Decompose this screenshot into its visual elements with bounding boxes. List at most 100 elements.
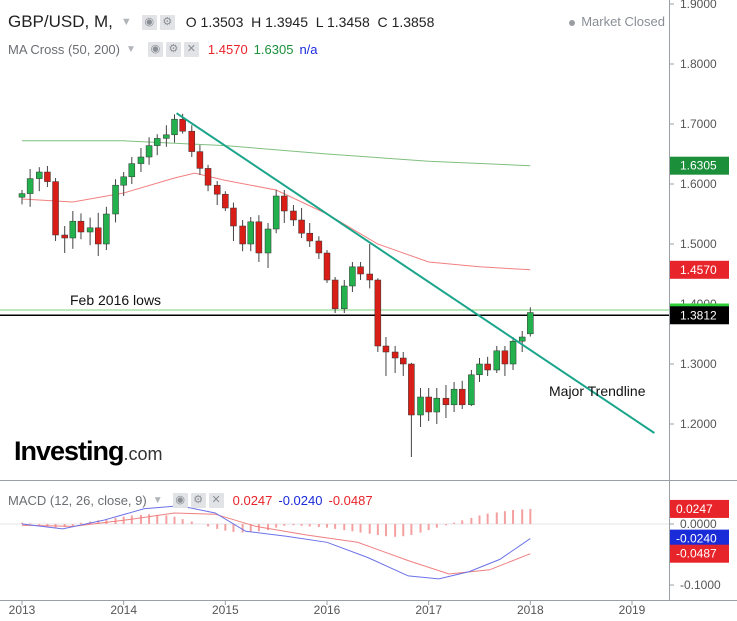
candle-body [458,388,466,406]
candle-body [128,163,136,178]
candle-body [61,234,68,239]
y-tick-label: 1.3000 [680,357,717,371]
annotation-major-trendline: Major Trendline [549,383,646,399]
investing-logo: Investing.com [14,436,163,467]
chevron-down-icon[interactable]: ▼ [120,16,132,28]
candle-body [137,156,145,164]
logo-main: Investing [14,436,125,466]
ma-slow-value: 1.6305 [253,42,294,57]
y-tick-label: 1.2000 [680,417,717,431]
candle-body [425,396,432,413]
candle-body [518,336,526,342]
macd-indicator-title[interactable]: MACD (12, 26, close, 9) [8,493,147,508]
price-pane [0,112,669,457]
y-tick-label: 1.6000 [680,177,717,191]
x-tick-label: 2016 [314,603,341,617]
low-value: 1.3458 [326,14,370,30]
ma-indicator-title[interactable]: MA Cross (50, 200) [8,42,120,57]
candle-body [331,279,339,310]
chevron-down-icon[interactable]: ▼ [152,495,163,506]
candle-body [239,225,246,245]
candle-body [450,388,458,406]
price-tag [670,156,729,175]
candle-body [509,340,517,365]
candle-body [69,220,77,239]
candle-body [204,168,212,186]
candle-body [145,145,153,158]
candle-body [315,240,323,254]
candle-body [52,181,59,236]
market-status-text: Market Closed [581,14,665,29]
close-icon[interactable]: ✕ [208,493,224,508]
logo-suffix: .com [123,444,163,464]
price-tag-label: 1.3812 [680,308,717,322]
candle-body [18,193,26,198]
macd-y-tick-label: 0.0000 [680,517,717,531]
axes: 1.90001.80001.70001.60001.50001.40001.30… [9,0,729,617]
macd-signal-line [21,512,531,575]
open-label: O [185,14,197,30]
candle-body [408,363,415,416]
candle-body [306,232,313,242]
candle-body [468,374,475,406]
eye-icon[interactable]: ◉ [141,14,157,30]
candle-body [382,345,390,353]
ma-indicator-header: MA Cross (50, 200) ▼ ◉ ⚙ ✕ 1.4570 1.6305… [8,42,318,57]
candle-body [264,228,272,254]
open-value: 1.3503 [200,14,244,30]
eye-icon[interactable]: ◉ [147,42,163,57]
close-icon[interactable]: ✕ [183,42,199,57]
candle-body [349,266,356,287]
price-tag-label: 1.6305 [680,159,717,173]
candle-body [357,266,364,275]
price-tag [670,260,729,279]
ma-200-line [22,140,531,167]
market-status: Market Closed [569,14,665,29]
macd-signal-value: -0.0487 [328,493,373,508]
candle-body [281,195,288,212]
candle-body [196,151,204,169]
ma-na-value: n/a [299,42,318,57]
macd-y-tick-label: -0.1000 [680,578,721,592]
x-tick-label: 2019 [619,603,646,617]
candle-body [77,220,85,233]
gear-icon[interactable]: ⚙ [159,14,175,30]
macd-value-tag [670,499,729,518]
candle-body [153,138,161,146]
candle-body [222,193,229,209]
candle-body [86,227,94,233]
candle-body [391,351,399,359]
candle-body [171,118,178,136]
symbol-title[interactable]: GBP/USD, M, [8,12,113,31]
y-tick-label: 1.9000 [680,0,717,11]
candle-body [366,273,373,281]
candle-body [179,118,186,132]
macd-line [21,505,531,580]
candle-body [433,397,441,413]
status-dot-icon [569,19,576,26]
candle-body [417,396,424,416]
macd-value-tag-label: -0.0240 [676,532,717,546]
candle-body [36,171,43,179]
macd-value-tag-label: 0.0247 [676,502,713,516]
chevron-down-icon[interactable]: ▼ [126,44,136,55]
candle-body [484,363,491,371]
annotation-feb-2016-lows: Feb 2016 lows [70,292,162,308]
gear-icon[interactable]: ⚙ [165,42,181,57]
eye-icon[interactable]: ◉ [172,493,188,508]
candle-body [26,178,34,194]
candle-body [290,210,297,221]
candle-body [493,350,501,371]
candle-body [112,184,119,215]
ma-fast-value: 1.4570 [207,42,248,57]
candle-body [213,184,221,195]
high-value: 1.3945 [265,14,308,30]
candle-body [120,176,127,186]
price-tag-label: 1.4570 [680,263,717,277]
gear-icon[interactable]: ⚙ [190,493,206,508]
y-tick-label: 1.8000 [680,57,717,71]
candle-body [230,207,237,227]
x-tick-label: 2013 [9,603,36,617]
x-tick-label: 2014 [110,603,137,617]
